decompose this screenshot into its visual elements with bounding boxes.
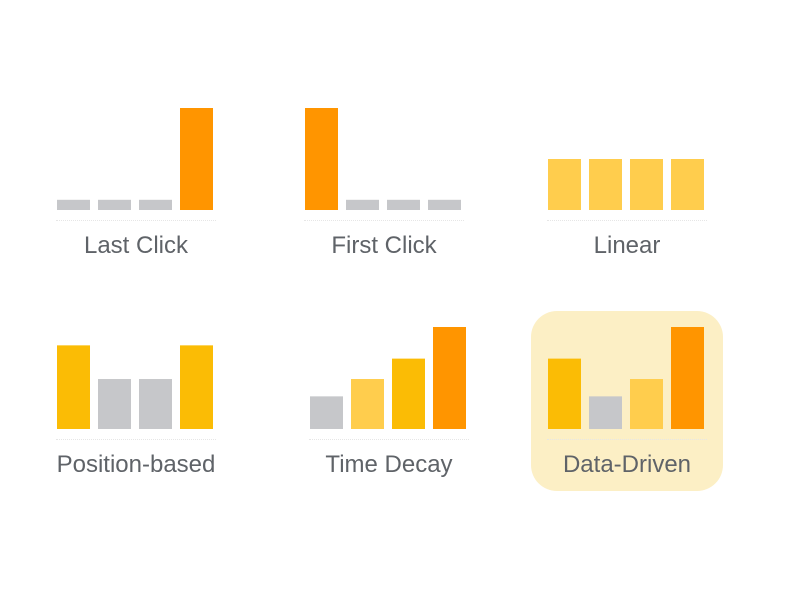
bar-4 bbox=[671, 159, 704, 210]
bar-3 bbox=[139, 379, 172, 429]
chart-data-driven: Data-Driven bbox=[531, 311, 723, 491]
baseline bbox=[547, 439, 707, 440]
bar-1 bbox=[57, 199, 90, 210]
bar-2 bbox=[351, 379, 384, 429]
bars-position-based bbox=[57, 345, 213, 429]
bar-1 bbox=[305, 108, 338, 210]
chart-title-linear: Linear bbox=[593, 232, 661, 259]
bar-3 bbox=[392, 358, 425, 429]
bar-2 bbox=[589, 159, 622, 210]
bar-4 bbox=[180, 345, 213, 429]
bar-2 bbox=[589, 396, 622, 429]
bar-4 bbox=[180, 108, 213, 210]
bar-2 bbox=[98, 379, 131, 429]
bar-3 bbox=[139, 199, 172, 210]
bar-2 bbox=[346, 199, 379, 210]
chart-title-data-driven: Data-Driven bbox=[562, 451, 692, 478]
chart-title-last-click: Last Click bbox=[83, 232, 189, 259]
bar-1 bbox=[57, 345, 90, 429]
chart-first-click: First Click bbox=[288, 92, 480, 272]
chart-position-based: Position-based bbox=[40, 311, 232, 491]
chart-linear: Linear bbox=[531, 92, 723, 272]
bars-data-driven bbox=[548, 327, 704, 429]
chart-time-decay: Time Decay bbox=[293, 311, 485, 491]
bars-time-decay bbox=[310, 327, 466, 429]
chart-last-click: Last Click bbox=[40, 92, 232, 272]
bar-1 bbox=[310, 396, 343, 429]
chart-title-first-click: First Click bbox=[331, 232, 437, 259]
baseline bbox=[56, 439, 216, 440]
bar-1 bbox=[548, 159, 581, 210]
bar-3 bbox=[387, 199, 420, 210]
baseline bbox=[304, 220, 464, 221]
bars-first-click bbox=[305, 108, 461, 210]
bar-3 bbox=[630, 379, 663, 429]
bars-linear bbox=[548, 159, 704, 210]
baseline bbox=[547, 220, 707, 221]
baseline bbox=[56, 220, 216, 221]
chart-title-time-decay: Time Decay bbox=[325, 451, 453, 478]
chart-title-position-based: Position-based bbox=[56, 451, 216, 478]
bar-4 bbox=[433, 327, 466, 429]
bars-last-click bbox=[57, 108, 213, 210]
baseline bbox=[309, 439, 469, 440]
bar-2 bbox=[98, 199, 131, 210]
bar-1 bbox=[548, 358, 581, 429]
bar-4 bbox=[428, 199, 461, 210]
bar-4 bbox=[671, 327, 704, 429]
bar-3 bbox=[630, 159, 663, 210]
